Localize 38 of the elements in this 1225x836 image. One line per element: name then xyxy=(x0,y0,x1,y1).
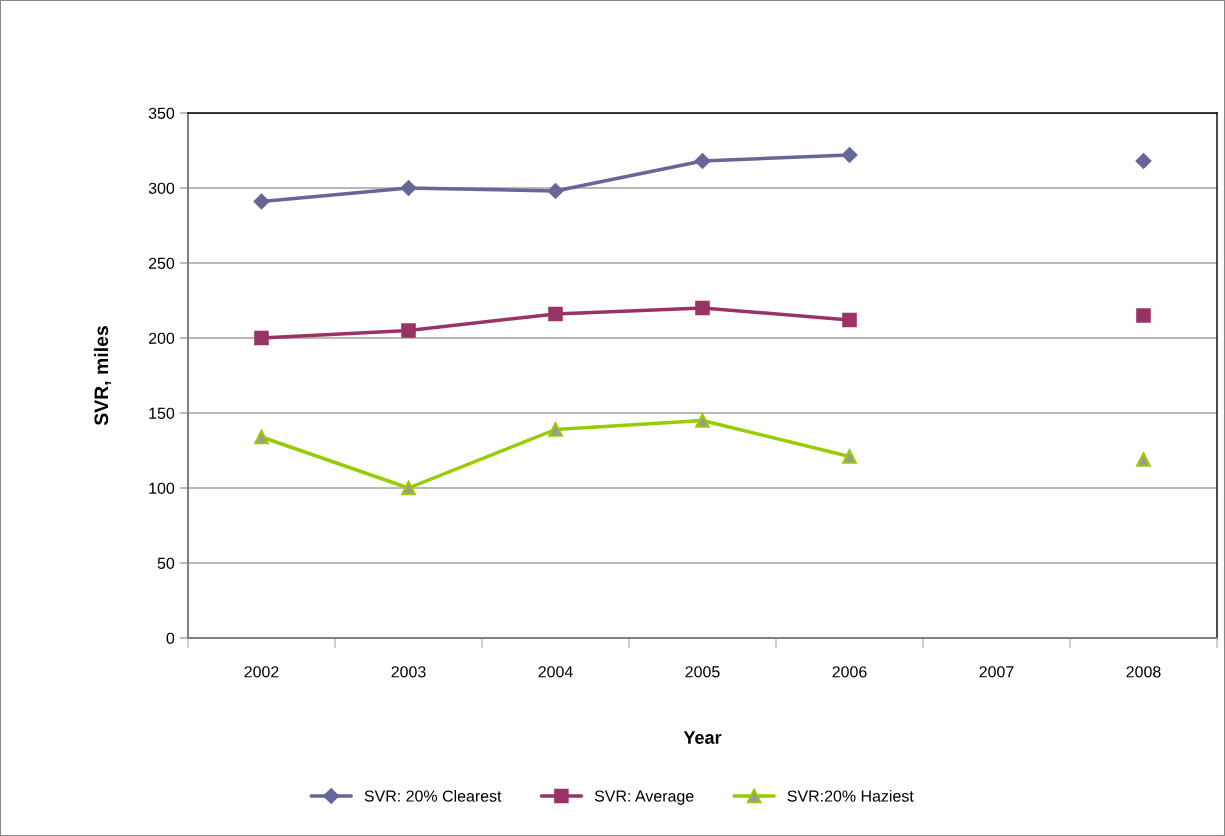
point xyxy=(841,147,858,163)
point xyxy=(1135,153,1152,169)
y-tick-label: 50 xyxy=(157,557,175,569)
point xyxy=(1136,308,1151,323)
legend-label: SVR: 20% Clearest xyxy=(364,790,502,802)
point xyxy=(694,153,711,169)
point xyxy=(695,300,710,316)
point xyxy=(548,306,563,322)
y-tick-label: 100 xyxy=(149,482,175,494)
point xyxy=(401,480,416,496)
point xyxy=(842,449,857,464)
legend-label: SVR:20% Haziest xyxy=(787,790,914,802)
y-tick-label: 350 xyxy=(148,107,175,119)
point xyxy=(253,193,270,210)
x-tick-label: 2006 xyxy=(832,666,867,678)
x-tick-label: 2007 xyxy=(979,666,1014,678)
point xyxy=(695,413,710,428)
y-tick-label: 200 xyxy=(148,332,175,344)
point xyxy=(548,422,563,437)
x-axis-title: Year xyxy=(683,731,722,744)
y-tick-label: 0 xyxy=(166,632,175,644)
y-axis-title: SVR, miles xyxy=(93,326,112,426)
x-tick-label: 2003 xyxy=(391,666,426,678)
y-tick-label: 250 xyxy=(148,257,175,269)
legend-label: SVR: Average xyxy=(594,790,694,805)
point xyxy=(254,429,269,445)
point xyxy=(1136,452,1151,467)
y-tick-label: 300 xyxy=(148,182,175,194)
point xyxy=(842,312,857,328)
point xyxy=(254,330,269,346)
x-tick-label: 2004 xyxy=(538,666,573,678)
x-tick-label: 2005 xyxy=(685,666,720,678)
x-tick-label: 2008 xyxy=(1126,666,1161,678)
point xyxy=(400,180,417,196)
x-tick-label: 2002 xyxy=(244,666,279,678)
point xyxy=(401,323,416,338)
point xyxy=(547,183,564,199)
y-tick-label: 150 xyxy=(149,407,175,419)
